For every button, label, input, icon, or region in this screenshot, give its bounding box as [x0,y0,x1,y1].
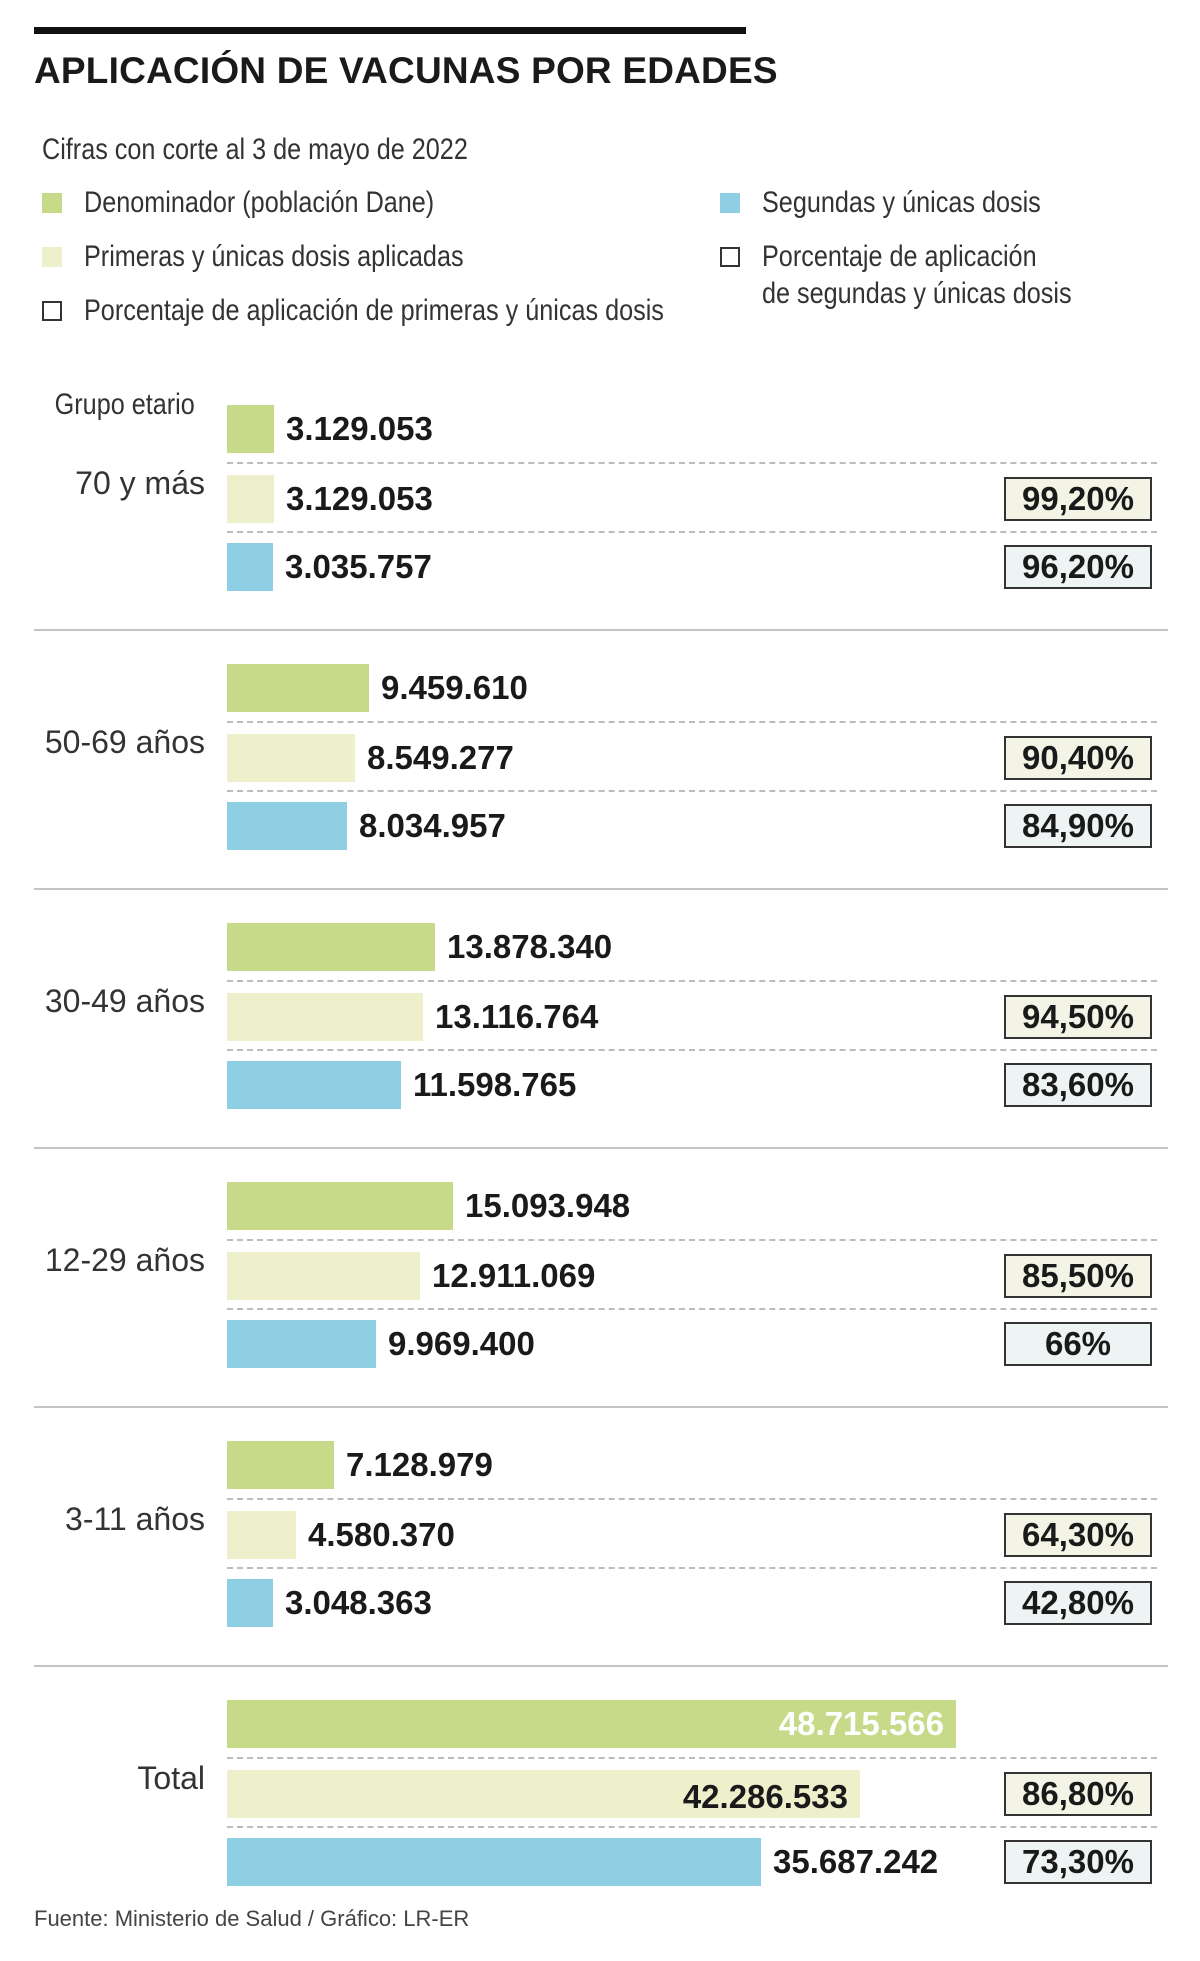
value-label-segundas-70-y-mas: 3.035.757 [285,548,432,585]
pct-box-segundas-3-11-anos: 42,80% [1004,1581,1152,1625]
legend-swatch-pct-segundas [720,247,740,267]
bar-primeras-3-11-anos [227,1511,296,1559]
legend-swatch-pct-primeras [42,301,62,321]
value-label-denominador-70-y-mas: 3.129.053 [286,410,433,447]
chart-subtitle: Cifras con corte al 3 de mayo de 2022 [42,133,468,166]
legend-item-pct-segundas-line2: de segundas y únicas dosis [720,276,1131,312]
group-separator [34,1147,1168,1149]
legend-label-segundas: Segundas y únicas dosis [762,186,1041,219]
group-label-total: Total [137,1760,205,1796]
bar-denominador-3-11-anos [227,1441,334,1489]
value-label-denominador-total: 48.715.566 [778,1705,944,1742]
bar-primeras-70-y-mas [227,475,274,523]
value-label-denominador-12-29-anos: 15.093.948 [465,1187,631,1224]
row-divider [227,790,1157,792]
pct-box-primeras-12-29-anos: 85,50% [1004,1254,1152,1298]
row-divider [227,1826,1157,1828]
legend-label-denominador: Denominador (población Dane) [84,186,435,219]
pct-box-primeras-3-11-anos: 64,30% [1004,1513,1152,1557]
pct-box-segundas-12-29-anos: 66% [1004,1322,1152,1366]
legend-swatch-segundas [720,193,740,213]
bar-primeras-50-69-anos [227,734,355,782]
group-label-3-11-anos: 3-11 años [65,1501,205,1537]
bar-denominador-50-69-anos [227,664,369,712]
bar-segundas-total [227,1838,761,1886]
bar-denominador-30-49-anos [227,923,435,971]
row-divider [227,1498,1157,1500]
group-column-header: Grupo etario [54,388,195,421]
bar-denominador-total [227,1700,956,1748]
bar-primeras-30-49-anos [227,993,423,1041]
bar-segundas-3-11-anos [227,1579,273,1627]
legend-swatch-denominador [42,193,62,213]
legend-item-primeras: Primeras y únicas dosis aplicadas [42,239,536,275]
legend-item-denominador: Denominador (población Dane) [42,185,501,221]
value-label-segundas-12-29-anos: 9.969.400 [388,1325,535,1362]
bar-segundas-30-49-anos [227,1061,401,1109]
chart-title: APLICACIÓN DE VACUNAS POR EDADES [34,50,778,91]
bar-primeras-12-29-anos [227,1252,420,1300]
group-separator [34,629,1168,631]
pct-box-segundas-50-69-anos: 84,90% [1004,804,1152,848]
group-separator [34,1665,1168,1667]
value-label-segundas-30-49-anos: 11.598.765 [413,1066,577,1103]
title-rule [34,27,746,34]
pct-box-primeras-50-69-anos: 90,40% [1004,736,1152,780]
legend-item-pct-primeras: Porcentaje de aplicación de primeras y ú… [42,293,774,329]
legend-item-pct-segundas: Porcentaje de aplicación [720,239,1089,275]
value-label-segundas-3-11-anos: 3.048.363 [285,1584,432,1621]
row-divider [227,1308,1157,1310]
group-separator [34,888,1168,890]
value-label-denominador-50-69-anos: 9.459.610 [381,669,528,706]
pct-box-segundas-total: 73,30% [1004,1840,1152,1884]
row-divider [227,1049,1157,1051]
group-label-50-69-anos: 50-69 años [44,724,205,760]
pct-box-primeras-70-y-mas: 99,20% [1004,477,1152,521]
legend-label-pct-primeras: Porcentaje de aplicación de primeras y ú… [84,294,664,327]
value-label-primeras-50-69-anos: 8.549.277 [367,739,514,776]
source-note: Fuente: Ministerio de Salud / Gráfico: L… [34,1906,470,1931]
bar-denominador-12-29-anos [227,1182,453,1230]
value-label-primeras-30-49-anos: 13.116.764 [435,998,599,1035]
group-separator [34,1406,1168,1408]
row-divider [227,462,1157,464]
value-label-segundas-total: 35.687.242 [773,1843,939,1880]
pct-box-segundas-70-y-mas: 96,20% [1004,545,1152,589]
value-label-denominador-3-11-anos: 7.128.979 [346,1446,493,1483]
value-label-primeras-total: 42.286.533 [682,1778,848,1815]
value-label-primeras-12-29-anos: 12.911.069 [432,1257,596,1294]
bar-segundas-50-69-anos [227,802,347,850]
bar-denominador-70-y-mas [227,405,274,453]
bar-segundas-12-29-anos [227,1320,376,1368]
legend-label-primeras: Primeras y únicas dosis aplicadas [84,240,464,273]
legend-item-segundas: Segundas y únicas dosis [720,185,1094,221]
row-divider [227,980,1157,982]
row-divider [227,1239,1157,1241]
group-label-12-29-anos: 12-29 años [44,1242,205,1278]
row-divider [227,1757,1157,1759]
value-label-primeras-3-11-anos: 4.580.370 [308,1516,455,1553]
legend-swatch-primeras [42,247,62,267]
value-label-segundas-50-69-anos: 8.034.957 [359,807,506,844]
pct-box-segundas-30-49-anos: 83,60% [1004,1063,1152,1107]
group-label-70-y-mas: 70 y más [75,465,205,501]
value-label-denominador-30-49-anos: 13.878.340 [447,928,613,965]
pct-box-primeras-30-49-anos: 94,50% [1004,995,1152,1039]
value-label-primeras-70-y-mas: 3.129.053 [286,480,433,517]
group-label-30-49-anos: 30-49 años [44,983,205,1019]
bar-primeras-total [227,1770,860,1818]
row-divider [227,531,1157,533]
legend-label-pct-segundas-line2: de segundas y únicas dosis [762,277,1072,310]
bar-segundas-70-y-mas [227,543,273,591]
pct-box-primeras-total: 86,80% [1004,1772,1152,1816]
row-divider [227,1567,1157,1569]
legend-label-pct-segundas-line1: Porcentaje de aplicación [762,240,1037,273]
row-divider [227,721,1157,723]
